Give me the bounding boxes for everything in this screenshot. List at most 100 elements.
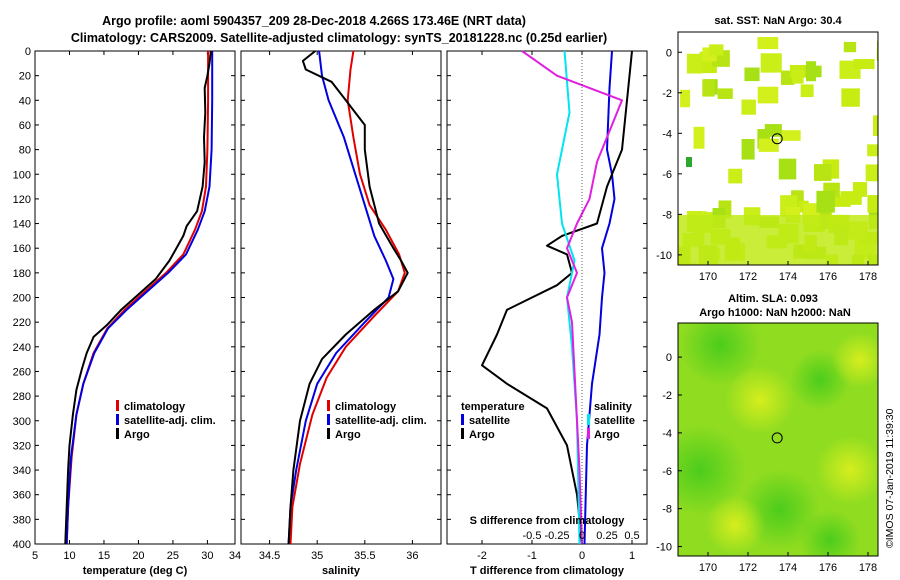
- sst-cell: [744, 67, 760, 82]
- legend-label-t-satellite: satellite: [469, 415, 510, 427]
- sst-cell: [757, 86, 779, 104]
- legend-swatch-t-argo: [461, 428, 464, 439]
- legend-swatch-climatology: [327, 400, 330, 411]
- sst-cell: [800, 84, 814, 98]
- map-y-tick-label: -10: [656, 250, 672, 262]
- legend-label-t-argo: Argo: [469, 429, 495, 441]
- x-tick-label: 15: [98, 550, 110, 562]
- sst-cell: [867, 144, 878, 157]
- legend-label-argo: Argo: [335, 429, 361, 441]
- legend-swatch-argo: [327, 428, 330, 439]
- sst-map-title: sat. SST: NaN Argo: 30.4: [714, 15, 842, 27]
- depth-tick-label: 180: [13, 268, 31, 280]
- depth-tick-label: 0: [25, 46, 31, 58]
- salinity-series: [287, 50, 409, 545]
- sst-cell: [728, 168, 743, 184]
- map-x-tick-label: 176: [819, 271, 837, 283]
- imos-watermark: ©IMOS 07-Jan-2019 11:39:30: [884, 408, 896, 548]
- map-y-tick-label: -4: [662, 428, 672, 440]
- map-x-tick-label: 174: [779, 271, 797, 283]
- temperature-tick-labels: 5 10 15 20 25 30 34: [32, 51, 241, 562]
- sst-cell: [708, 44, 724, 56]
- sla-region: [725, 365, 795, 435]
- sst-cell: [813, 164, 832, 181]
- sla-map-tick-labels: 170 172 174 176 178 0 -2 -4 -6 -8 -10: [656, 352, 877, 574]
- s-difference-tick-label: 0.25: [596, 530, 617, 542]
- sst-cell: [792, 69, 804, 84]
- map-y-tick-label: -10: [656, 542, 672, 554]
- legend-title-salinity: salinity: [594, 401, 633, 413]
- t-difference-tick-labels: -2 -1 0 1: [477, 51, 635, 562]
- sst-cell: [717, 88, 733, 99]
- s-difference-xlabel: S difference from climatology: [470, 515, 626, 527]
- x-tick-label: -2: [477, 550, 487, 562]
- difference-series: [481, 50, 633, 545]
- sst-cell: [870, 197, 878, 210]
- series-line-satellite-adj-clim-: [65, 51, 214, 545]
- legend-label-satellite: satellite-adj. clim.: [124, 415, 216, 427]
- sst-cell: [678, 215, 878, 265]
- sla-region: [680, 323, 760, 385]
- x-tick-label: 20: [132, 550, 144, 562]
- map-x-tick-label: 170: [699, 562, 717, 574]
- legend-label-climatology: climatology: [124, 401, 186, 413]
- map-y-tick-label: -8: [662, 504, 672, 516]
- map-y-tick-label: -2: [662, 88, 672, 100]
- legend-swatch-satellite: [116, 414, 119, 425]
- sla-region: [705, 495, 765, 555]
- map-y-tick-label: -6: [662, 466, 672, 478]
- legend-swatch-satellite: [327, 414, 330, 425]
- sla-region: [832, 332, 878, 388]
- sla-map-subtitle: Argo h1000: NaN h2000: NaN: [699, 307, 851, 319]
- sst-cell: [840, 191, 862, 205]
- x-tick-label: 30: [201, 550, 213, 562]
- title-line-1: Argo profile: aoml 5904357_209 28-Dec-20…: [102, 14, 526, 28]
- map-x-tick-label: 174: [779, 562, 797, 574]
- sst-cell: [853, 59, 875, 70]
- depth-tick-label: 320: [13, 440, 31, 452]
- depth-tick-label: 140: [13, 219, 31, 231]
- depth-tick-label: 400: [13, 539, 31, 551]
- depth-tick-label: 360: [13, 490, 31, 502]
- difference-legend: temperature satellite Argo salinity sate…: [461, 401, 635, 441]
- sla-region: [815, 435, 878, 505]
- series-line-satellite-adj-clim-: [287, 50, 395, 545]
- sla-map-frame: [677, 322, 879, 557]
- series-line-t-satellite: [583, 50, 616, 545]
- depth-tick-label: 80: [19, 145, 31, 157]
- legend-label-s-satellite: satellite: [594, 415, 635, 427]
- map-x-tick-label: 170: [699, 271, 717, 283]
- legend-swatch-argo: [116, 428, 119, 439]
- series-line-argo: [287, 50, 409, 545]
- salinity-xlabel: salinity: [322, 565, 361, 577]
- sst-cell: [693, 126, 705, 149]
- sst-cell: [816, 190, 835, 213]
- x-tick-label: 35: [311, 550, 323, 562]
- x-tick-label: 5: [32, 550, 38, 562]
- sst-cell: [741, 139, 755, 160]
- s-difference-tick-label: 0.5: [624, 530, 639, 542]
- sst-cell: [805, 61, 817, 82]
- sst-cell: [686, 157, 692, 167]
- sst-cell: [680, 263, 699, 265]
- legend-swatch-t-satellite: [461, 414, 464, 425]
- depth-tick-label: 200: [13, 293, 31, 305]
- sst-cell: [741, 99, 756, 115]
- legend-label-s-argo: Argo: [594, 429, 620, 441]
- title-line-2: Climatology: CARS2009. Satellite-adjuste…: [71, 31, 607, 45]
- x-tick-label: 34.5: [259, 550, 280, 562]
- depth-tick-label: 100: [13, 169, 31, 181]
- map-y-tick-label: 0: [666, 47, 672, 59]
- x-tick-label: 35.5: [354, 550, 375, 562]
- temperature-series: [64, 50, 214, 545]
- salinity-axes: [240, 50, 442, 545]
- sst-cell: [876, 40, 878, 61]
- x-tick-label: 0: [579, 550, 585, 562]
- sla-map-title: Altim. SLA: 0.093: [728, 293, 818, 305]
- map-x-tick-label: 172: [739, 562, 757, 574]
- s-difference-tick-label: -0.25: [544, 530, 569, 542]
- sst-cell: [865, 164, 878, 182]
- sst-cell: [757, 37, 779, 50]
- sst-cell: [680, 89, 691, 108]
- legend-swatch-climatology: [116, 400, 119, 411]
